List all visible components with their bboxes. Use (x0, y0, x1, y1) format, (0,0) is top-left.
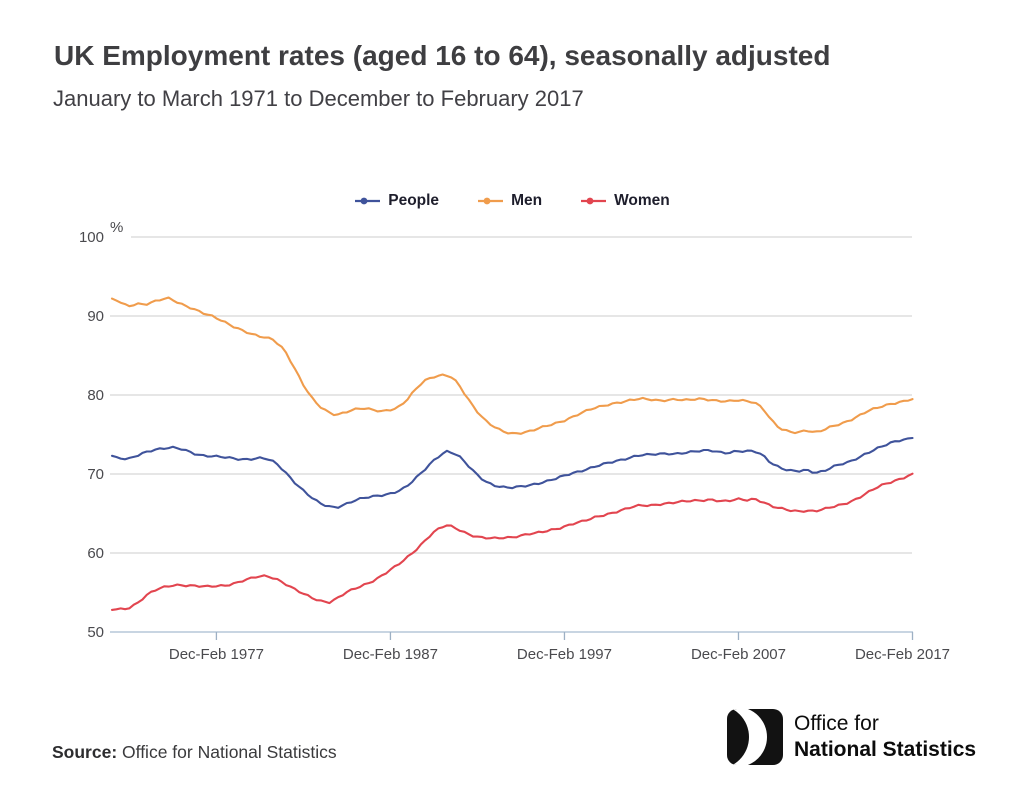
x-axis: Dec-Feb 1977 Dec-Feb 1987 Dec-Feb 1997 Dec-… (169, 632, 950, 663)
series-lines (110, 296, 914, 611)
ons-logo-line2: National Statistics (794, 738, 977, 761)
chart-legend: People Men Women (0, 192, 1024, 210)
legend-item-people: People (354, 192, 439, 210)
gridlines (110, 236, 913, 633)
women-line-marker-icon (581, 197, 607, 205)
y-tick-label-60: 60 (87, 545, 104, 562)
chart-title: UK Employment rates (aged 16 to 64), sea… (54, 40, 831, 71)
source-label: Source: (52, 742, 118, 762)
x-tick-label: Dec-Feb 2007 (691, 646, 786, 663)
series-line-people (110, 436, 914, 509)
series-line-women (110, 472, 914, 611)
x-tick-label: Dec-Feb 1997 (517, 646, 612, 663)
legend-label-women: Women (614, 192, 670, 209)
x-tick-label: Dec-Feb 1977 (169, 646, 264, 663)
x-tick-label: Dec-Feb 1987 (343, 646, 438, 663)
percent-unit-label: % (110, 219, 123, 236)
series-line-men (110, 296, 914, 435)
ons-logo-icon (727, 709, 783, 765)
legend-item-women: Women (580, 192, 670, 210)
legend-item-men: Men (477, 192, 542, 210)
y-tick-label-90: 90 (87, 308, 104, 325)
legend-label-people: People (388, 192, 440, 209)
ons-logo-text: Office for National Statistics (794, 711, 976, 763)
y-tick-label-70: 70 (87, 466, 104, 483)
y-axis-labels: 100 90 80 70 60 50 (79, 229, 104, 641)
source-value: Office for National Statistics (122, 742, 337, 762)
people-line-marker-icon (355, 197, 381, 205)
x-tick-label: Dec-Feb 2017 (855, 646, 950, 663)
y-tick-label-80: 80 (87, 387, 104, 404)
y-tick-label-50: 50 (87, 624, 104, 641)
ons-logo: Office for National Statistics (727, 709, 976, 765)
legend-label-men: Men (511, 192, 543, 209)
y-tick-label-100: 100 (79, 229, 104, 246)
chart-subtitle: January to March 1971 to December to Feb… (53, 86, 584, 111)
source-line: Source: Office for National Statistics (52, 742, 337, 763)
men-line-marker-icon (478, 197, 504, 205)
ons-logo-line1: Office for (794, 712, 879, 735)
